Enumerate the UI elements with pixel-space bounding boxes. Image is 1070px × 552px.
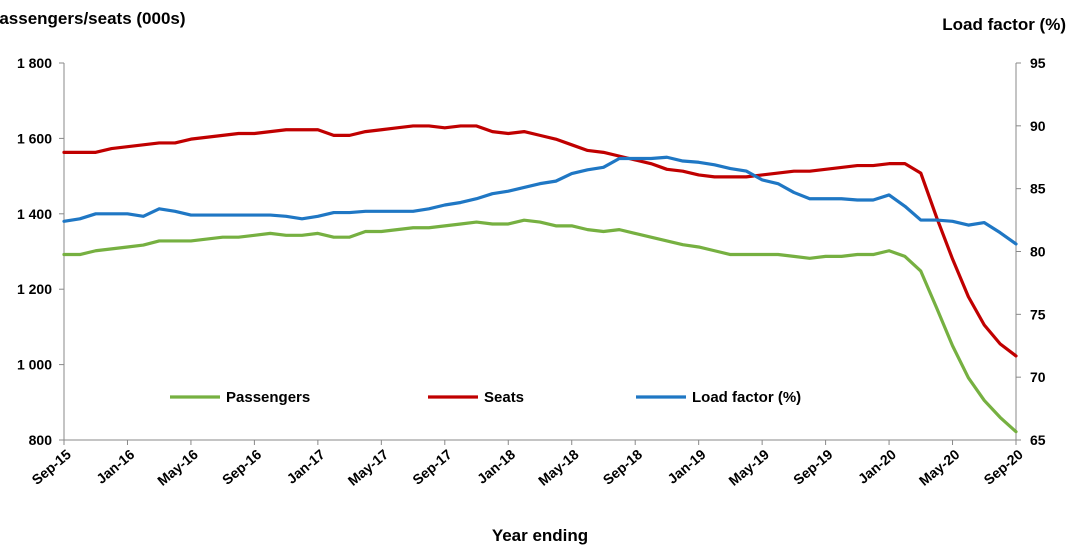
- right-tick-label: 75: [1030, 306, 1046, 322]
- right-tick-label: 90: [1030, 118, 1046, 134]
- x-tick-label: May-19: [725, 446, 772, 489]
- series-layer: [62, 124, 1018, 434]
- right-tick-label: 65: [1030, 432, 1046, 448]
- x-tick-label: Sep-19: [790, 446, 836, 488]
- x-tick-label: Sep-18: [600, 446, 646, 488]
- x-tick-label: Jan-18: [474, 446, 518, 487]
- axes: 800 1 000 1 200 1 400 1 600 1 800 65 70 75 80 85 90…: [17, 55, 1046, 489]
- legend-label-seats: Seats: [484, 389, 524, 406]
- series-line-load-factor: [62, 155, 1018, 246]
- left-tick-label: 800: [29, 432, 53, 448]
- x-tick-label: Sep-15: [28, 446, 74, 488]
- left-axis-title: Passengers/seats (000s): [0, 9, 186, 28]
- legend-label-passengers: Passengers: [226, 389, 310, 406]
- legend: Passengers Seats Load factor (%): [170, 389, 801, 406]
- x-tick-label: Sep-20: [980, 446, 1026, 488]
- left-tick-label: 1 200: [17, 281, 52, 297]
- right-tick-label: 80: [1030, 244, 1046, 260]
- x-tick-label: Jan-20: [855, 446, 899, 487]
- x-tick-label: May-16: [154, 446, 201, 489]
- series-line-passengers: [62, 218, 1018, 434]
- right-tick-label: 95: [1030, 55, 1046, 71]
- left-tick-label: 1 400: [17, 206, 52, 222]
- right-tick-label: 70: [1030, 369, 1046, 385]
- x-tick-label: Jan-16: [93, 446, 137, 487]
- x-tick-label: May-20: [916, 446, 963, 489]
- x-axis-title: Year ending: [492, 526, 588, 545]
- series-line-seats: [62, 124, 1018, 358]
- right-tick-label: 85: [1030, 181, 1046, 197]
- legend-label-load-factor: Load factor (%): [692, 389, 801, 406]
- x-tick-label: Sep-17: [409, 446, 455, 488]
- right-axis-title: Load factor (%): [942, 15, 1066, 34]
- left-tick-label: 1 000: [17, 357, 52, 373]
- x-tick-label: Jan-17: [284, 446, 328, 487]
- x-tick-label: May-17: [345, 446, 392, 489]
- left-tick-label: 1 800: [17, 55, 52, 71]
- x-tick-label: Sep-16: [219, 446, 265, 488]
- x-tick-label: May-18: [535, 446, 582, 489]
- left-tick-label: 1 600: [17, 130, 52, 146]
- x-tick-label: Jan-19: [664, 446, 708, 487]
